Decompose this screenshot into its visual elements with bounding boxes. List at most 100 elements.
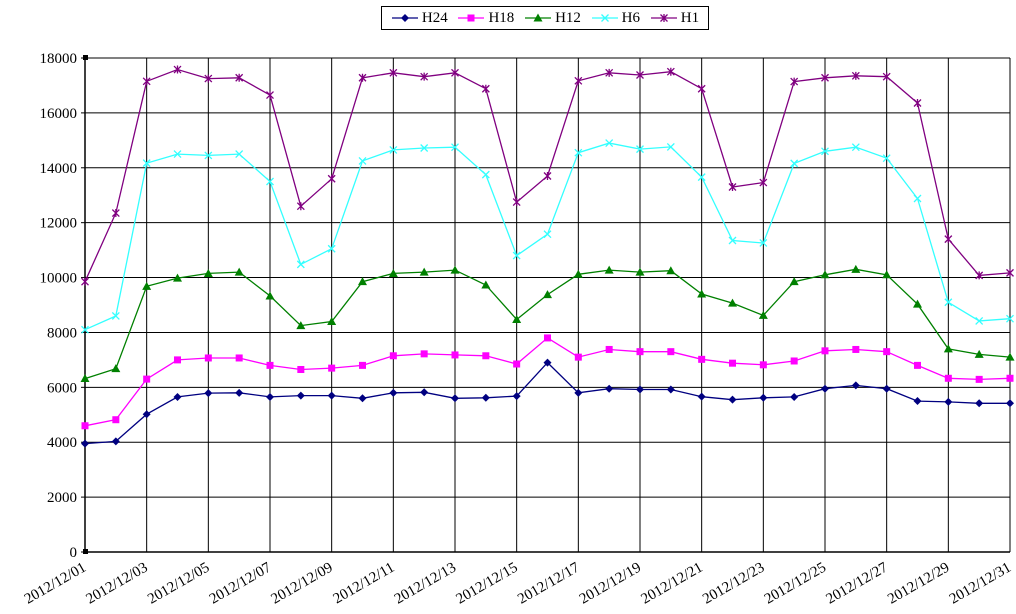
data-point bbox=[111, 312, 120, 320]
data-point bbox=[296, 202, 305, 211]
x-tick-label: 2012/12/13 bbox=[392, 560, 459, 608]
x-tick-label: 2012/12/03 bbox=[83, 560, 150, 608]
data-point bbox=[513, 360, 521, 368]
data-point bbox=[944, 298, 953, 307]
data-point bbox=[1006, 399, 1014, 408]
data-point bbox=[943, 344, 953, 353]
data-point bbox=[111, 364, 121, 373]
data-point bbox=[327, 391, 336, 400]
data-point bbox=[975, 399, 984, 408]
data-point bbox=[944, 397, 953, 406]
legend-swatch-h6 bbox=[591, 14, 618, 22]
data-point bbox=[450, 265, 460, 274]
series-h6 bbox=[81, 139, 1014, 334]
legend-swatch-h12 bbox=[525, 13, 552, 22]
legend-label: H6 bbox=[621, 9, 640, 26]
data-point bbox=[327, 174, 336, 183]
data-point bbox=[204, 354, 212, 362]
data-point bbox=[944, 374, 952, 382]
data-point bbox=[420, 72, 429, 81]
data-point bbox=[573, 269, 583, 278]
data-point bbox=[667, 348, 675, 356]
data-point bbox=[666, 385, 675, 394]
data-point bbox=[666, 67, 675, 76]
data-point bbox=[821, 147, 829, 156]
data-point bbox=[636, 71, 644, 80]
data-point bbox=[543, 290, 552, 299]
data-point bbox=[605, 384, 614, 393]
data-point bbox=[142, 281, 152, 290]
data-point bbox=[697, 289, 707, 298]
data-point bbox=[266, 91, 274, 100]
x-tick-labels: 2012/12/012012/12/032012/12/052012/12/07… bbox=[22, 559, 1014, 607]
x-tick-label: 2012/12/23 bbox=[700, 560, 767, 608]
legend-item-h18: H18 bbox=[457, 10, 514, 27]
data-point bbox=[790, 159, 799, 168]
data-point bbox=[698, 355, 706, 363]
data-point bbox=[697, 392, 706, 401]
data-point bbox=[173, 273, 182, 282]
data-point bbox=[1006, 268, 1014, 277]
data-point bbox=[944, 235, 953, 244]
data-point bbox=[327, 244, 336, 253]
data-point bbox=[234, 267, 244, 276]
data-point bbox=[1006, 374, 1014, 382]
data-point bbox=[358, 156, 367, 165]
data-point bbox=[420, 144, 429, 152]
data-point bbox=[204, 389, 213, 398]
y-tick-label: 16000 bbox=[40, 106, 78, 122]
x-tick-label: 2012/12/19 bbox=[577, 560, 644, 608]
data-point bbox=[659, 14, 668, 22]
data-point bbox=[790, 392, 799, 401]
axes bbox=[81, 55, 1010, 554]
data-point bbox=[296, 321, 306, 330]
data-point bbox=[543, 172, 552, 181]
data-point bbox=[758, 310, 768, 319]
data-point bbox=[728, 236, 737, 245]
y-tick-label: 8000 bbox=[47, 325, 77, 341]
x-tick-label: 2012/12/15 bbox=[453, 560, 520, 608]
data-point bbox=[533, 13, 543, 22]
data-point bbox=[913, 99, 922, 108]
data-point bbox=[451, 143, 459, 152]
data-point bbox=[358, 394, 367, 403]
data-point bbox=[605, 68, 614, 77]
data-point bbox=[913, 397, 922, 406]
legend-item-h1: H1 bbox=[650, 10, 699, 27]
y-tick-label: 2000 bbox=[47, 490, 77, 506]
legend-label: H18 bbox=[488, 9, 515, 26]
gridlines bbox=[85, 57, 1011, 552]
data-point bbox=[636, 348, 644, 356]
data-point bbox=[914, 361, 921, 369]
data-point bbox=[358, 277, 367, 286]
data-point bbox=[451, 394, 459, 403]
x-tick-label: 2012/12/27 bbox=[823, 559, 891, 607]
data-point bbox=[636, 385, 644, 394]
legend-label: H1 bbox=[680, 9, 700, 26]
series-line-h18 bbox=[84, 337, 1011, 427]
data-point bbox=[512, 198, 521, 207]
data-point bbox=[420, 350, 428, 358]
data-point bbox=[729, 359, 736, 367]
legend-swatch-h24 bbox=[391, 14, 418, 22]
data-point bbox=[636, 145, 644, 154]
data-point bbox=[821, 347, 829, 355]
data-point bbox=[296, 391, 305, 400]
data-point bbox=[235, 73, 244, 82]
data-point bbox=[574, 76, 583, 85]
legend-label: H24 bbox=[421, 9, 448, 26]
data-point bbox=[975, 271, 984, 280]
y-tick-labels: 0 2000 4000 6000 8000 10000 12000 14000 16000 180… bbox=[40, 51, 78, 561]
data-point bbox=[882, 154, 891, 163]
data-point bbox=[174, 356, 181, 364]
data-point bbox=[204, 74, 213, 83]
series-h24 bbox=[81, 358, 1014, 448]
data-point bbox=[851, 264, 861, 273]
data-point bbox=[512, 251, 521, 260]
series-line-h24 bbox=[84, 361, 1010, 445]
legend-swatch-h1 bbox=[650, 14, 677, 22]
data-point bbox=[882, 270, 892, 279]
data-point bbox=[574, 353, 582, 361]
data-point bbox=[697, 84, 706, 93]
